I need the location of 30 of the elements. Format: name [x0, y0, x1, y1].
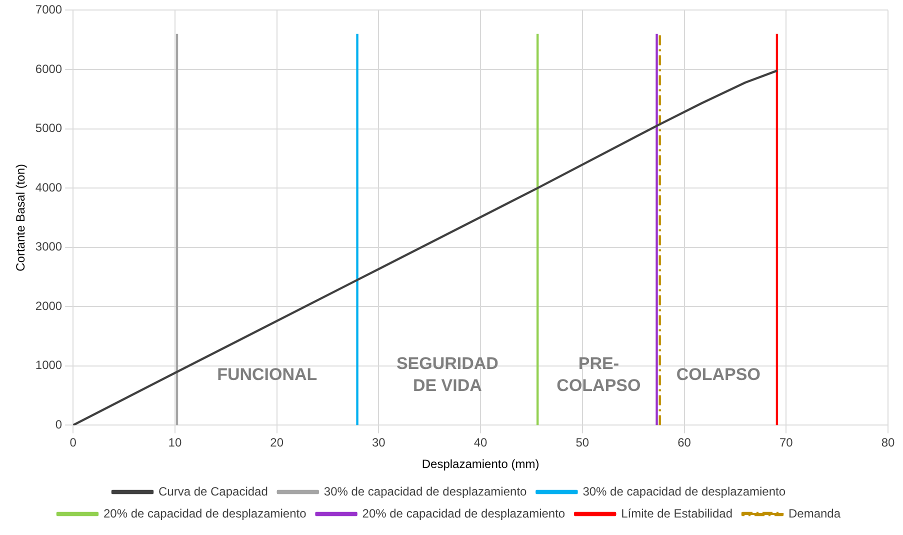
- y-tick-label: 1000: [35, 358, 62, 372]
- annotation: PRE- COLAPSO: [556, 354, 641, 396]
- y-tick-label: 5000: [35, 121, 62, 136]
- legend-label: Demanda: [788, 506, 841, 520]
- y-axis-title: Cortante Basal (ton): [14, 164, 28, 272]
- y-tick-label: 0: [55, 418, 62, 432]
- annotation: FUNCIONAL: [217, 365, 318, 384]
- y-tick-label: 6000: [35, 62, 62, 76]
- annotation: COLAPSO: [676, 365, 760, 384]
- x-tick-label: 40: [474, 436, 488, 450]
- x-tick-label: 0: [70, 436, 77, 450]
- x-tick-label: 20: [270, 436, 284, 450]
- legend-label: Curva de Capacidad: [158, 484, 268, 498]
- x-tick-label: 50: [576, 436, 590, 450]
- x-tick-label: 80: [881, 436, 895, 450]
- x-tick-label: 10: [168, 436, 182, 450]
- y-tick-label: 2000: [35, 298, 62, 313]
- legend-label: Límite de Estabilidad: [621, 506, 732, 520]
- x-tick-label: 60: [678, 436, 692, 450]
- x-tick-label: 30: [372, 436, 386, 450]
- legend-label: 30% de capacidad de desplazamiento: [582, 484, 786, 498]
- y-tick-label: 4000: [35, 180, 62, 194]
- annotation: SEGURIDAD DE VIDA: [396, 354, 498, 396]
- legend-label: 20% de capacidad de desplazamiento: [103, 506, 307, 520]
- x-axis-title: Desplazamiento (mm): [422, 457, 540, 472]
- x-tick-label: 70: [779, 436, 794, 450]
- y-tick-label: 3000: [35, 240, 62, 254]
- legend-label: 30% de capacidad de desplazamiento: [324, 484, 528, 498]
- legend-label: 20% de capacidad de desplazamiento: [362, 506, 566, 520]
- y-tick-label: 7000: [35, 2, 62, 17]
